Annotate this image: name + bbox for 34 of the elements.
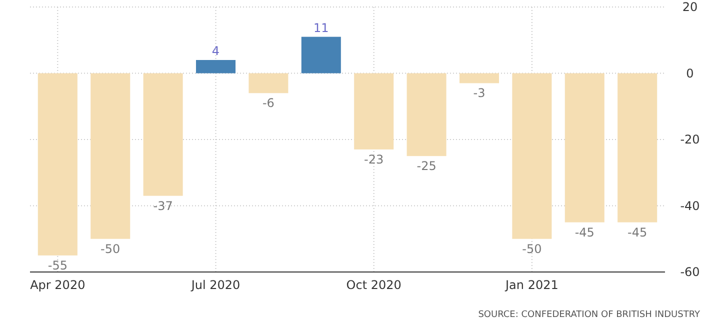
bar xyxy=(196,60,236,74)
x-tick-label: Jan 2021 xyxy=(504,278,558,292)
x-tick-label: Apr 2020 xyxy=(30,278,86,292)
bar xyxy=(564,73,604,222)
x-tick-label: Jul 2020 xyxy=(190,278,240,292)
data-label: 4 xyxy=(212,44,220,58)
data-label: -25 xyxy=(416,159,436,174)
data-label: -50 xyxy=(522,242,542,256)
data-label: -45 xyxy=(628,225,648,240)
bar xyxy=(38,73,78,256)
bar xyxy=(301,36,341,74)
bar xyxy=(459,73,500,84)
y-tick-label: -20 xyxy=(680,132,700,147)
x-tick-label: Oct 2020 xyxy=(346,278,402,292)
data-label: -23 xyxy=(364,152,384,166)
data-label: -55 xyxy=(48,258,68,272)
bar xyxy=(248,73,288,94)
data-label: -3 xyxy=(473,86,486,100)
y-tick-label: 0 xyxy=(686,66,694,80)
data-label: -6 xyxy=(262,96,274,110)
source-note: SOURCE: CONFEDERATION OF BRITISH INDUSTRY xyxy=(478,310,700,320)
data-label: -37 xyxy=(153,198,173,213)
bar xyxy=(618,73,658,222)
y-tick-label: -60 xyxy=(680,265,700,280)
bar xyxy=(143,73,183,196)
data-label: -45 xyxy=(574,225,594,240)
data-label: -50 xyxy=(100,242,120,256)
y-tick-label: -40 xyxy=(680,198,700,213)
bar xyxy=(512,73,552,239)
bar xyxy=(354,73,394,150)
data-label: 11 xyxy=(314,20,329,35)
bar xyxy=(406,73,446,156)
bar xyxy=(90,73,130,239)
y-tick-label: 20 xyxy=(682,0,698,14)
